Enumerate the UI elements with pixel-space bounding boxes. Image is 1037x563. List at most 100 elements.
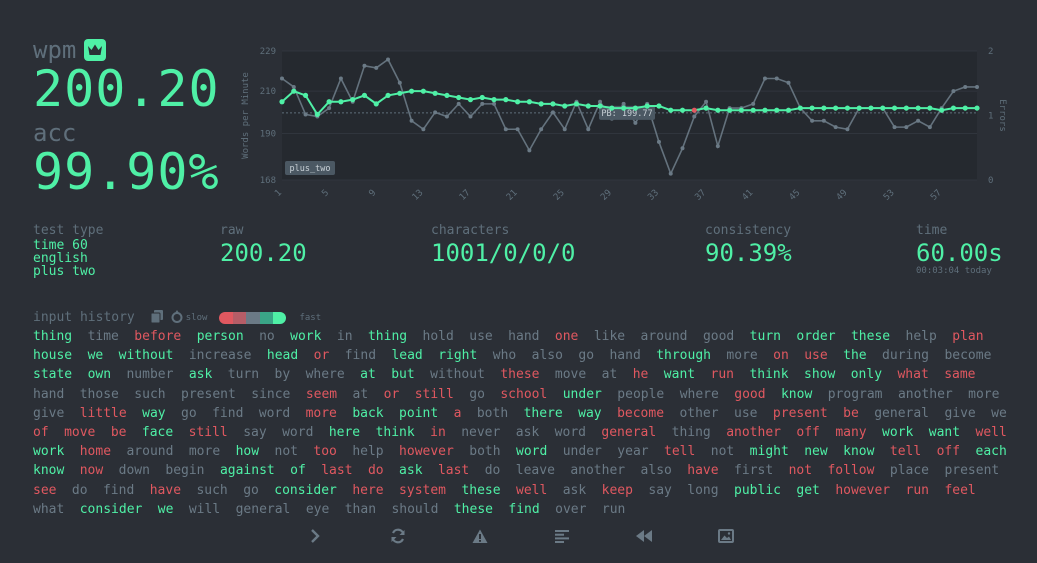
history-word[interactable]: general — [601, 425, 657, 441]
history-word[interactable]: during — [882, 348, 930, 364]
history-word[interactable]: know — [843, 444, 875, 460]
history-word[interactable]: good — [734, 386, 766, 402]
history-word[interactable]: move — [554, 367, 587, 383]
history-word[interactable]: become — [944, 348, 992, 364]
history-word[interactable]: run — [601, 501, 626, 517]
history-word[interactable]: also — [531, 348, 563, 364]
history-word[interactable]: help — [905, 329, 937, 344]
history-word[interactable]: these — [500, 367, 540, 383]
history-word[interactable]: word — [516, 444, 548, 460]
history-word[interactable]: without — [118, 348, 174, 364]
history-word[interactable]: go — [469, 386, 485, 402]
history-word[interactable]: such — [196, 482, 228, 498]
history-word[interactable]: say — [648, 482, 672, 498]
history-word[interactable]: eye — [305, 501, 330, 517]
history-word[interactable]: hold — [422, 329, 454, 344]
history-word[interactable]: turn — [227, 367, 260, 383]
history-word[interactable]: present — [772, 405, 828, 421]
history-word[interactable]: know — [33, 463, 65, 479]
history-word[interactable]: there — [523, 405, 563, 421]
history-word[interactable]: word — [282, 425, 314, 441]
history-word[interactable]: at — [360, 367, 376, 383]
history-word[interactable]: go — [181, 405, 197, 421]
history-word[interactable]: down — [118, 463, 150, 479]
history-word[interactable]: number — [126, 367, 174, 383]
history-word[interactable]: he — [632, 367, 649, 383]
history-word[interactable]: last — [437, 463, 470, 479]
history-word[interactable]: find — [212, 405, 244, 421]
history-word[interactable]: at — [352, 386, 369, 402]
history-word[interactable]: another — [897, 386, 953, 402]
history-word[interactable]: head — [266, 348, 299, 364]
history-word[interactable]: way — [142, 405, 166, 421]
history-word[interactable]: general — [874, 405, 930, 421]
history-word[interactable]: well — [975, 425, 1007, 441]
history-word[interactable]: well — [516, 482, 548, 498]
history-word[interactable]: think — [749, 367, 789, 383]
history-word[interactable]: will — [188, 501, 221, 517]
copy-icon[interactable] — [150, 308, 163, 327]
history-word[interactable]: only — [850, 367, 883, 383]
history-word[interactable]: do — [367, 463, 384, 479]
history-word[interactable]: show — [804, 367, 836, 383]
history-word[interactable]: want — [663, 367, 696, 383]
history-word[interactable]: present — [181, 386, 236, 402]
history-word[interactable]: point — [399, 405, 439, 421]
history-word[interactable]: still — [414, 386, 454, 402]
history-word[interactable]: plan — [952, 329, 984, 344]
history-word[interactable]: how — [235, 444, 260, 460]
history-word[interactable]: move — [64, 425, 96, 441]
history-word[interactable]: off — [936, 444, 961, 460]
history-word[interactable]: get — [796, 482, 820, 498]
history-word[interactable]: these — [461, 482, 501, 498]
restart-icon[interactable] — [389, 527, 407, 545]
history-word[interactable]: here — [328, 425, 361, 441]
history-word[interactable]: one — [554, 329, 579, 344]
history-word[interactable]: we — [991, 405, 1007, 421]
history-word[interactable]: own — [87, 367, 112, 383]
history-word[interactable]: person — [196, 329, 244, 344]
history-word[interactable]: feel — [944, 482, 976, 498]
history-word[interactable]: the — [843, 348, 867, 364]
warning-icon[interactable] — [471, 527, 489, 545]
history-word[interactable]: see — [33, 482, 57, 498]
history-word[interactable]: use — [804, 348, 828, 364]
history-word[interactable]: begin — [165, 463, 205, 479]
history-word[interactable]: where — [679, 386, 719, 402]
history-word[interactable]: here — [352, 482, 384, 498]
history-word[interactable]: tell — [889, 444, 922, 460]
history-word[interactable]: these — [453, 501, 493, 517]
history-word[interactable]: more — [726, 348, 758, 364]
history-word[interactable]: or — [313, 348, 330, 364]
history-word[interactable]: house — [33, 348, 73, 364]
history-word[interactable]: increase — [188, 348, 252, 364]
history-word[interactable]: way — [578, 405, 602, 421]
history-word[interactable]: on — [773, 348, 789, 364]
history-word[interactable]: be — [843, 405, 859, 421]
history-word[interactable]: give — [944, 405, 976, 421]
history-word[interactable]: back — [352, 405, 384, 421]
burst-heatmap-icon[interactable] — [171, 308, 183, 327]
history-word[interactable]: off — [796, 425, 820, 441]
history-word[interactable]: under — [562, 444, 602, 460]
history-word[interactable]: what — [897, 367, 929, 383]
history-word[interactable]: program — [827, 386, 883, 402]
history-word[interactable]: do — [484, 463, 501, 479]
history-word[interactable]: through — [656, 348, 711, 364]
history-word[interactable]: help — [352, 444, 384, 460]
history-word[interactable]: place — [889, 463, 930, 479]
history-word[interactable]: more — [188, 444, 221, 460]
history-word[interactable]: be — [110, 425, 127, 441]
history-word[interactable]: school — [500, 386, 548, 402]
history-word[interactable]: these — [850, 329, 891, 344]
history-word[interactable]: present — [944, 463, 1000, 479]
history-word[interactable]: who — [492, 348, 517, 364]
history-word[interactable]: run — [905, 482, 930, 498]
history-word[interactable]: many — [835, 425, 867, 441]
history-word[interactable]: new — [804, 444, 828, 460]
history-word[interactable]: or — [383, 386, 400, 402]
history-word[interactable]: by — [274, 367, 291, 383]
history-word[interactable]: thing — [671, 425, 711, 441]
history-word[interactable]: have — [149, 482, 182, 498]
history-word[interactable]: ask — [562, 482, 587, 498]
